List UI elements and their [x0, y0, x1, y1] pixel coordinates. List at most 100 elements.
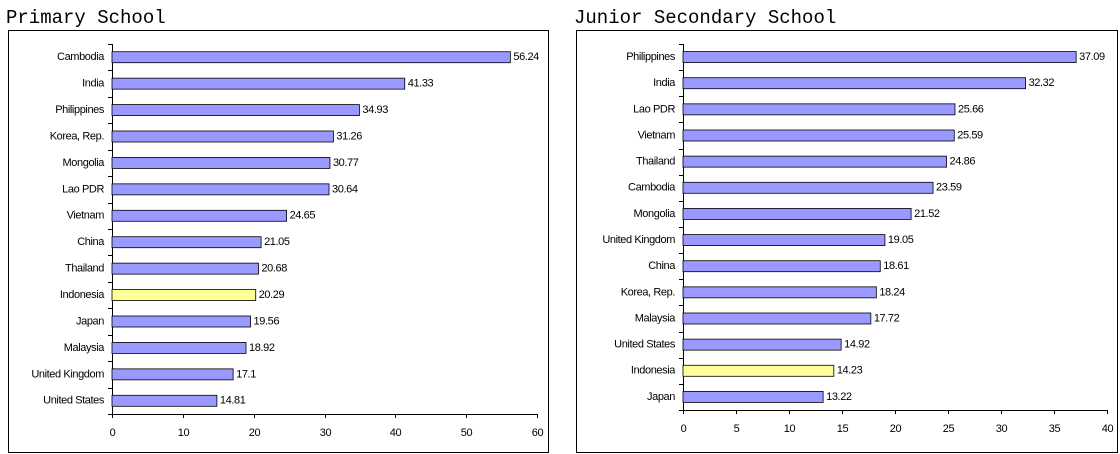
value-label: 23.59	[936, 182, 962, 194]
y-tick-label: Mongolia	[63, 157, 106, 169]
bar	[111, 289, 257, 301]
value-label: 21.52	[914, 208, 940, 220]
y-tick-label: India	[82, 78, 105, 90]
bar	[111, 368, 234, 381]
bar	[682, 338, 842, 351]
chart-title: Primary School	[6, 7, 166, 29]
value-label: 18.92	[249, 342, 275, 354]
x-tick-label: 30	[996, 423, 1008, 435]
bar	[111, 77, 406, 90]
bar	[682, 364, 835, 377]
value-label: 41.33	[408, 78, 434, 90]
chart-frame	[8, 30, 549, 453]
x-tick-label: 40	[390, 427, 402, 439]
bar	[682, 181, 934, 194]
y-tick-label: Indonesia	[60, 289, 105, 301]
bar	[111, 104, 360, 116]
y-tick-label: Philippines	[55, 104, 105, 116]
x-tick-label: 15	[837, 423, 849, 435]
value-label: 32.32	[1029, 77, 1055, 89]
y-tick-label: United States	[614, 339, 676, 351]
value-label: 13.22	[826, 391, 852, 403]
x-tick-label: 60	[532, 427, 544, 439]
bar	[111, 236, 262, 249]
x-tick-label: 10	[784, 423, 796, 435]
value-label: 17.1	[236, 368, 256, 380]
chart-title: Junior Secondary School	[574, 7, 836, 29]
bar	[111, 130, 334, 143]
value-label: 37.09	[1079, 51, 1105, 63]
value-label: 24.65	[290, 210, 316, 222]
bar	[111, 342, 247, 354]
value-label: 30.64	[332, 183, 358, 195]
value-label: 18.61	[883, 260, 909, 272]
value-label: 34.93	[362, 104, 388, 116]
value-label: 21.05	[264, 236, 290, 248]
bar	[111, 157, 331, 169]
bar	[682, 260, 881, 273]
y-tick-label: Korea, Rep.	[621, 286, 676, 298]
bar	[682, 155, 947, 168]
y-tick-label: United Kingdom	[31, 368, 104, 380]
bar	[682, 391, 824, 403]
x-tick-label: 25	[943, 423, 955, 435]
value-label: 17.72	[874, 312, 900, 324]
y-tick-label: China	[648, 260, 676, 272]
bar	[682, 103, 956, 116]
bar	[111, 315, 251, 328]
value-label: 30.77	[333, 157, 359, 169]
x-tick-label: 35	[1049, 423, 1061, 435]
value-label: 20.29	[259, 289, 285, 301]
bar	[682, 286, 877, 299]
value-label: 19.56	[254, 315, 280, 327]
value-label: 19.05	[888, 234, 914, 246]
y-tick-label: Thailand	[636, 156, 675, 168]
value-label: 24.86	[950, 156, 976, 168]
x-tick-label: 10	[178, 427, 190, 439]
x-tick-label: 20	[890, 423, 902, 435]
x-tick-label: 30	[320, 427, 332, 439]
value-label: 14.92	[844, 339, 870, 351]
bar	[682, 234, 886, 246]
bar	[111, 394, 218, 407]
bar	[111, 209, 288, 222]
y-tick-label: India	[653, 77, 676, 89]
y-tick-label: China	[77, 236, 105, 248]
y-tick-label: Lao PDR	[633, 103, 675, 115]
y-tick-label: Korea, Rep.	[50, 130, 105, 142]
x-tick-label: 5	[734, 423, 740, 435]
y-tick-label: Malaysia	[635, 312, 676, 324]
y-tick-label: Cambodia	[57, 51, 105, 63]
y-tick-label: Vietnam	[67, 210, 105, 222]
value-label: 31.26	[336, 130, 362, 142]
y-tick-label: United Kingdom	[602, 234, 675, 246]
value-label: 56.24	[513, 51, 539, 63]
y-tick-label: Vietnam	[638, 129, 676, 141]
value-label: 25.59	[957, 129, 983, 141]
y-tick-label: Cambodia	[628, 182, 676, 194]
y-tick-label: Japan	[647, 391, 675, 403]
y-tick-label: Indonesia	[631, 365, 676, 377]
bar	[682, 312, 872, 325]
bar	[111, 51, 511, 64]
bar	[111, 262, 259, 275]
y-tick-label: Lao PDR	[62, 183, 104, 195]
y-tick-label: Thailand	[65, 263, 104, 275]
x-tick-label: 50	[461, 427, 473, 439]
value-label: 14.23	[837, 365, 863, 377]
value-label: 14.81	[220, 395, 246, 407]
x-tick-label: 40	[1102, 423, 1114, 435]
y-tick-label: United States	[43, 395, 105, 407]
y-tick-label: Malaysia	[64, 342, 105, 354]
bar	[682, 51, 1077, 63]
x-tick-label: 0	[110, 427, 116, 439]
value-label: 18.24	[879, 286, 905, 298]
bar	[682, 208, 912, 220]
x-tick-label: 0	[681, 423, 687, 435]
y-tick-label: Mongolia	[634, 208, 677, 220]
y-tick-label: Japan	[76, 315, 104, 327]
y-tick-label: Philippines	[626, 51, 676, 63]
x-tick-label: 20	[249, 427, 261, 439]
value-label: 25.66	[958, 103, 984, 115]
